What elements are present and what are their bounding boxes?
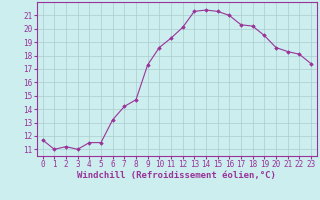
X-axis label: Windchill (Refroidissement éolien,°C): Windchill (Refroidissement éolien,°C): [77, 171, 276, 180]
